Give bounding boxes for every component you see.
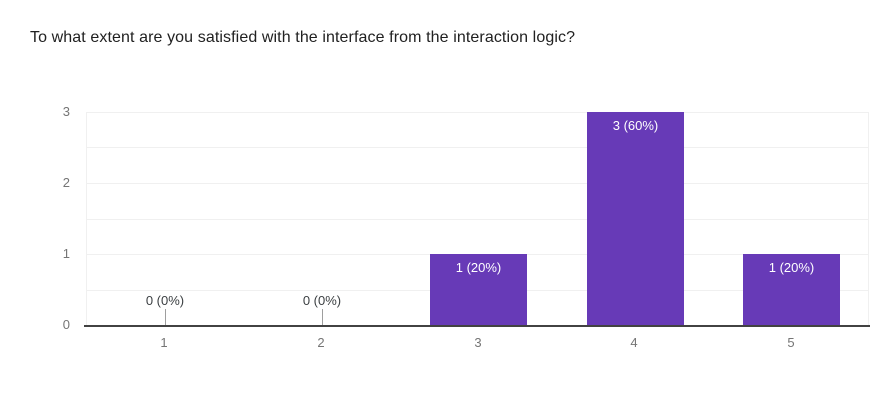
y-tick-label: 2 xyxy=(62,175,70,190)
plot-area: 0 (0%) 0 (0%) 1 (20%) 3 (60%) 1 (20%) xyxy=(86,112,869,325)
y-tick-label: 1 xyxy=(62,246,70,261)
bar-value-label: 3 (60%) xyxy=(612,118,659,133)
chart-title: To what extent are you satisfied with th… xyxy=(30,29,576,46)
x-tick-label: 2 xyxy=(317,335,325,350)
bar: 3 (60%) xyxy=(587,112,684,325)
zero-value-label: 0 (0%) xyxy=(302,293,342,308)
x-tick-label: 1 xyxy=(160,335,168,350)
x-tick-label: 3 xyxy=(474,335,482,350)
gridline xyxy=(87,147,868,148)
gridline xyxy=(87,112,868,113)
bar: 1 (20%) xyxy=(430,254,527,325)
bar: 1 (20%) xyxy=(743,254,840,325)
x-tick-label: 5 xyxy=(787,335,795,350)
gridline xyxy=(87,219,868,220)
zero-value-tick xyxy=(322,309,323,325)
zero-value-label: 0 (0%) xyxy=(145,293,185,308)
x-axis-line xyxy=(84,325,870,327)
bar-value-label: 1 (20%) xyxy=(455,260,502,275)
y-tick-label: 3 xyxy=(62,104,70,119)
y-tick-label: 0 xyxy=(62,317,70,332)
gridline xyxy=(87,183,868,184)
bar-value-label: 1 (20%) xyxy=(768,260,815,275)
zero-value-tick xyxy=(165,309,166,325)
x-tick-label: 4 xyxy=(630,335,638,350)
